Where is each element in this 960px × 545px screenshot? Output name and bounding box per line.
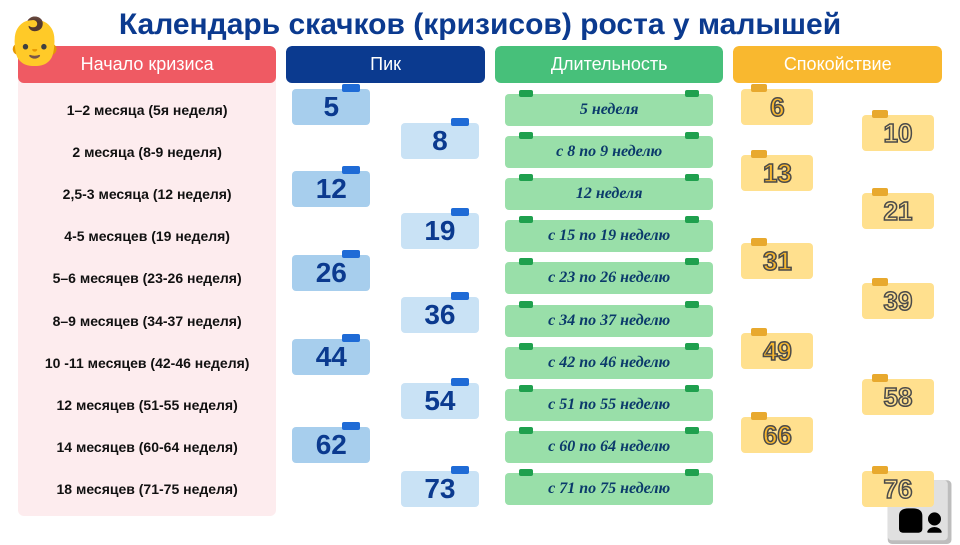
- start-item: 12 месяцев (51-55 неделя): [26, 397, 268, 413]
- start-item: 4-5 месяцев (19 неделя): [26, 228, 268, 244]
- start-item: 1–2 месяца (5я неделя): [26, 102, 268, 118]
- start-item: 18 месяцев (71-75 неделя): [26, 481, 268, 497]
- peak-card: 19: [401, 213, 479, 249]
- peak-card: 73: [401, 471, 479, 507]
- start-item: 2,5-3 месяца (12 неделя): [26, 186, 268, 202]
- page-title: Календарь скачков (кризисов) роста у мал…: [0, 0, 960, 46]
- duration-card: с 60 по 64 неделю: [505, 431, 713, 463]
- start-item: 10 -11 месяцев (42-46 неделя): [26, 355, 268, 371]
- peak-card: 12: [292, 171, 370, 207]
- peak-card: 26: [292, 255, 370, 291]
- start-item: 5–6 месяцев (23-26 неделя): [26, 270, 268, 286]
- duration-card: с 23 по 26 неделю: [505, 262, 713, 294]
- col-start: Начало кризиса 1–2 месяца (5я неделя)2 м…: [18, 46, 276, 516]
- duration-card: 5 неделя: [505, 94, 713, 126]
- peak-card: 54: [401, 383, 479, 419]
- calm-card: 58: [862, 379, 934, 415]
- col-peak-header: Пик: [286, 46, 485, 83]
- duration-card: с 15 по 19 неделю: [505, 220, 713, 252]
- col-calm: Спокойствие 6 10 13 21 31 39 49 58 66 76: [733, 46, 942, 516]
- col-peak: Пик 58 12 19 26 36 44 54 62 73: [286, 46, 485, 516]
- col-duration-header: Длительность: [495, 46, 723, 83]
- peak-card: 8: [401, 123, 479, 159]
- duration-card: с 51 по 55 неделю: [505, 389, 713, 421]
- calm-card: 6: [741, 89, 813, 125]
- baby-icon: 👶: [6, 18, 76, 88]
- columns-wrapper: Начало кризиса 1–2 месяца (5я неделя)2 м…: [0, 46, 960, 516]
- calm-card: 31: [741, 243, 813, 279]
- calm-card: 21: [862, 193, 934, 229]
- col-peak-body: 58 12 19 26 36 44 54 62 73: [286, 83, 485, 516]
- peak-card: 5: [292, 89, 370, 125]
- duration-card: с 8 по 9 неделю: [505, 136, 713, 168]
- peak-card: 36: [401, 297, 479, 333]
- calm-card: 39: [862, 283, 934, 319]
- duration-card: с 71 по 75 неделю: [505, 473, 713, 505]
- col-duration-body: 5 неделя с 8 по 9 неделю 12 неделя с 15 по …: [495, 83, 723, 516]
- calm-card: 10: [862, 115, 934, 151]
- start-item: 14 месяцев (60-64 неделя): [26, 439, 268, 455]
- col-calm-body: 6 10 13 21 31 39 49 58 66 76: [733, 83, 942, 516]
- col-calm-header: Спокойствие: [733, 46, 942, 83]
- peak-card: 62: [292, 427, 370, 463]
- duration-card: с 34 по 37 неделю: [505, 305, 713, 337]
- duration-card: с 42 по 46 неделю: [505, 347, 713, 379]
- calm-card: 49: [741, 333, 813, 369]
- calm-card: 76: [862, 471, 934, 507]
- col-duration: Длительность 5 неделя с 8 по 9 неделю 12 н…: [495, 46, 723, 516]
- start-item: 8–9 месяцев (34-37 неделя): [26, 313, 268, 329]
- start-item: 2 месяца (8-9 неделя): [26, 144, 268, 160]
- duration-card: 12 неделя: [505, 178, 713, 210]
- calm-card: 13: [741, 155, 813, 191]
- peak-card: 44: [292, 339, 370, 375]
- col-start-body: 1–2 месяца (5я неделя) 2 месяца (8-9 неде…: [18, 83, 276, 516]
- calm-card: 66: [741, 417, 813, 453]
